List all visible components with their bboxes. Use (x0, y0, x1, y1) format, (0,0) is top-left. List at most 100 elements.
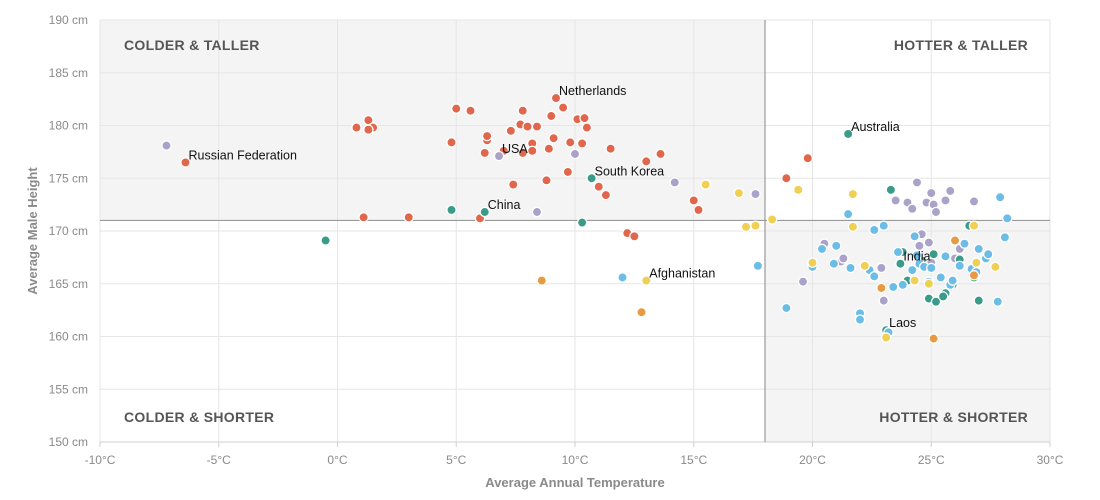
data-point-orange (536, 275, 548, 286)
data-point-blue (897, 279, 909, 291)
data-point-orange (636, 306, 647, 318)
x-tick-label: 15°C (680, 453, 707, 467)
x-tick-label: 0°C (327, 453, 347, 467)
data-point-teal (928, 248, 939, 260)
data-point-red (600, 189, 612, 201)
data-point-orange (928, 333, 939, 344)
data-point-purple (878, 295, 890, 306)
data-point-red (565, 137, 576, 148)
data-point-red (465, 105, 476, 116)
data-point-purple (750, 188, 761, 200)
data-point-blue (845, 262, 856, 274)
data-point-teal (479, 206, 490, 218)
data-point-yellow (733, 187, 745, 199)
y-tick-label: 185 cm (49, 66, 88, 80)
data-point-yellow (880, 332, 892, 343)
data-point-red (593, 181, 605, 192)
data-point-blue (983, 248, 994, 260)
country-label: Netherlands (559, 84, 626, 98)
data-point-red (180, 157, 191, 168)
quadrant-label-bottom-right: HOTTER & SHORTER (879, 409, 1028, 425)
data-point-yellow (766, 214, 778, 225)
data-point-red (641, 156, 652, 167)
data-point-purple (945, 185, 956, 197)
y-tick-label: 180 cm (49, 119, 88, 133)
y-tick-label: 165 cm (49, 277, 88, 291)
data-point-red (522, 121, 533, 132)
data-point-purple (930, 206, 942, 218)
data-point-yellow (750, 220, 761, 231)
data-point-red (543, 143, 555, 154)
data-point-blue (892, 246, 904, 258)
y-tick-label: 155 cm (49, 382, 88, 396)
data-point-red (505, 125, 517, 137)
data-point-yellow (990, 261, 1001, 273)
data-point-red (655, 148, 666, 160)
data-point-red (527, 145, 538, 157)
country-label: Australia (851, 120, 900, 134)
data-point-purple (907, 203, 918, 215)
data-point-orange (876, 282, 887, 294)
data-point-purple (968, 196, 980, 207)
data-point-red (802, 152, 814, 164)
data-point-blue (869, 271, 880, 282)
data-point-blue (854, 314, 866, 325)
data-point-purple (531, 206, 543, 218)
quadrant-label-bottom-left: COLDER & SHORTER (124, 409, 274, 425)
data-point-yellow (807, 257, 818, 268)
y-tick-label: 190 cm (49, 13, 88, 27)
data-point-purple (493, 150, 505, 162)
data-point-blue (992, 296, 1004, 307)
x-tick-label: 5°C (446, 453, 466, 467)
data-point-purple (876, 262, 887, 274)
data-point-orange (949, 235, 961, 246)
y-tick-label: 150 cm (49, 435, 88, 449)
data-point-blue (973, 243, 985, 255)
data-point-purple (161, 140, 172, 151)
data-point-yellow (923, 278, 935, 289)
data-point-blue (816, 243, 828, 255)
country-label: Laos (889, 316, 916, 330)
data-point-red (363, 124, 374, 135)
data-point-red (550, 92, 562, 104)
data-point-red (507, 179, 519, 190)
data-point-blue (617, 272, 628, 283)
data-point-yellow (847, 221, 859, 233)
data-point-purple (926, 187, 937, 199)
data-point-blue (869, 224, 880, 236)
data-point-blue (926, 262, 937, 274)
x-tick-label: 10°C (562, 453, 589, 467)
data-point-teal (937, 291, 949, 302)
data-point-blue (999, 232, 1011, 243)
data-point-blue (959, 238, 970, 249)
data-point-teal (930, 296, 942, 307)
data-point-red (450, 103, 462, 114)
data-point-red (446, 137, 457, 148)
data-point-teal (576, 217, 588, 228)
data-point-yellow (859, 260, 871, 272)
data-point-purple (569, 148, 581, 160)
y-tick-label: 170 cm (49, 224, 88, 238)
y-tick-label: 160 cm (49, 330, 88, 344)
data-point-teal (885, 184, 897, 196)
x-tick-label: 20°C (799, 453, 826, 467)
y-axis-title: Average Male Height (25, 167, 40, 295)
data-point-blue (940, 251, 951, 262)
data-point-red (481, 130, 493, 142)
y-tick-label: 175 cm (49, 171, 88, 185)
data-point-teal (895, 258, 906, 269)
data-point-red (576, 138, 588, 149)
data-point-blue (828, 258, 840, 269)
data-point-purple (890, 195, 901, 206)
data-point-yellow (641, 275, 652, 286)
data-point-red (688, 195, 700, 206)
x-tick-label: 30°C (1037, 453, 1064, 467)
data-point-blue (878, 220, 890, 231)
data-point-purple (914, 240, 925, 252)
data-point-blue (947, 275, 958, 286)
data-point-blue (994, 191, 1006, 203)
quadrant-label-top-right: HOTTER & TALLER (894, 37, 1028, 53)
x-tick-label: -10°C (85, 453, 116, 467)
data-point-yellow (909, 275, 920, 286)
data-point-purple (669, 177, 681, 188)
